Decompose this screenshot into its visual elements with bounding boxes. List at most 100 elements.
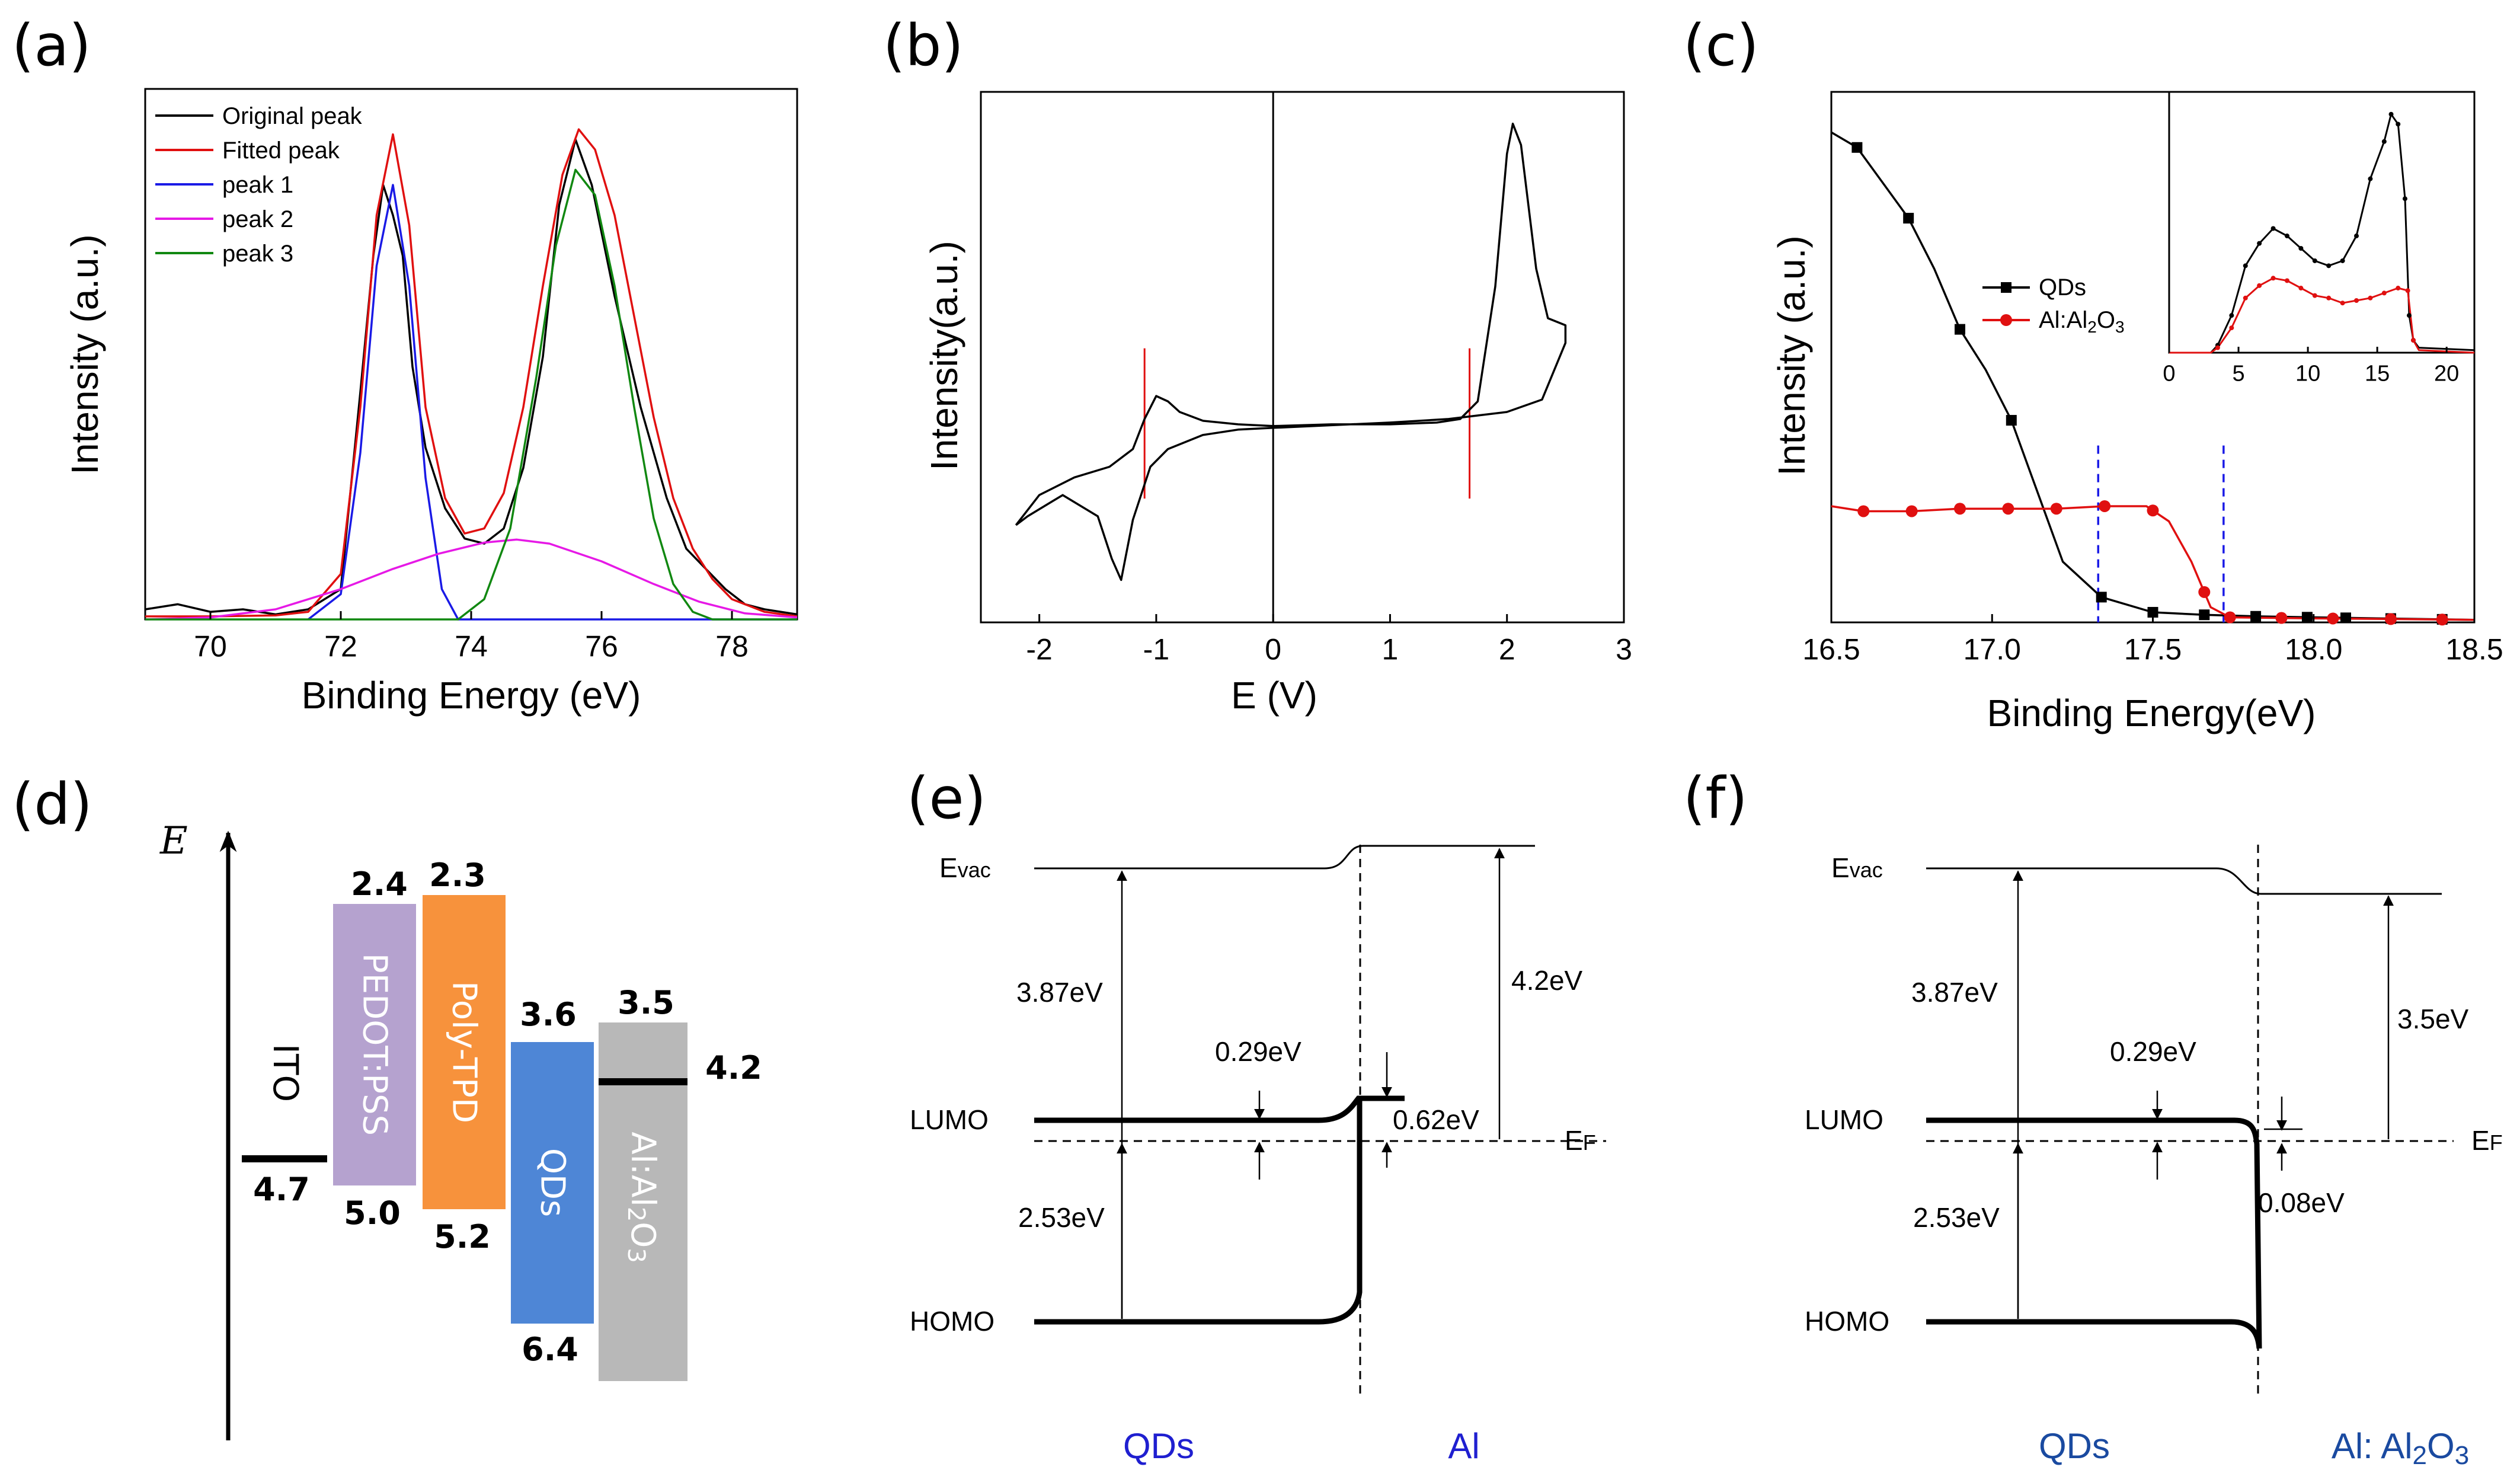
x-tick-label-4: 2: [1499, 633, 1515, 666]
marker-1-10: [2327, 612, 2339, 625]
x-tick-label-4: 20: [2434, 362, 2459, 386]
inset-marker-1-17: [2411, 338, 2416, 343]
ito-bottom-value: 4.7: [253, 1171, 310, 1208]
band-e-right-gap: 4.2eV: [1511, 965, 1583, 996]
inset-marker-1-6: [2270, 276, 2276, 281]
inset-marker-0-14: [2381, 139, 2387, 144]
inset-marker-1-8: [2298, 286, 2304, 291]
chart-b: -2 -1 0 1 2 3 E (V) Intensity(a.u.): [923, 91, 1632, 717]
inset-marker-1-16: [2405, 288, 2410, 293]
series-line-0: [2169, 113, 2475, 354]
marker-1-5: [2099, 500, 2111, 512]
series-line-1: [145, 128, 798, 618]
inset-marker-0-5: [2257, 241, 2262, 246]
inset-marker-0-17: [2402, 196, 2407, 202]
band-f-right-material: Al: Al2O3: [2332, 1426, 2469, 1470]
qds-label: QDs: [533, 1148, 572, 1217]
panel-label-d: (d): [12, 771, 92, 838]
pedot-pss-layer: [333, 904, 416, 1185]
legend-marker-1: [2000, 314, 2012, 326]
x-tick-label-2: 10: [2295, 362, 2320, 386]
x-tick-label-4: 78: [715, 630, 749, 663]
band-e-homo-line: [1034, 1100, 1363, 1325]
inset-marker-1-9: [2312, 293, 2317, 298]
chart-b-ticks: -2 -1 0 1 2 3: [1026, 614, 1632, 666]
band-e-gap-lumo: 0.29eV: [1215, 1036, 1301, 1067]
band-f-interface-gap: 0.08eV: [2258, 1187, 2345, 1218]
band-f-gap-homo: 2.53eV: [1913, 1202, 2000, 1233]
series-line-3: [145, 538, 798, 621]
band-e-homo-label: HOMO: [910, 1306, 994, 1337]
inset-marker-0-12: [2354, 234, 2359, 239]
chart-b-frame: [980, 91, 1625, 624]
chart-c-xlabel: Binding Energy(eV): [1987, 692, 2316, 734]
qds-top-value: 3.6: [520, 996, 577, 1033]
energy-axis-label: E: [159, 819, 188, 863]
inset-marker-0-8: [2298, 246, 2304, 251]
inset-frame: [2168, 91, 2476, 354]
marker-1-12: [2436, 613, 2448, 626]
chart-a-series: [145, 128, 798, 621]
band-f-gap-left: 3.87eV: [1911, 977, 1998, 1008]
band-e-gap-homo: 2.53eV: [1018, 1202, 1105, 1233]
chart-a-ticks: 70 72 74 76 78: [194, 611, 749, 663]
x-tick-label-1: -1: [1143, 633, 1169, 666]
inset-marker-0-15: [2388, 111, 2394, 117]
band-e-gap-left: 3.87eV: [1016, 977, 1103, 1008]
panel-label-f: (f): [1683, 765, 1748, 832]
marker-1-9: [2275, 612, 2288, 624]
inset-marker-0-18: [2406, 313, 2412, 318]
x-tick-label-4: 18.5: [2445, 633, 2503, 666]
inset-marker-0-13: [2368, 176, 2373, 181]
chart-b-xlabel: E (V): [1231, 674, 1317, 717]
marker-0-7: [2250, 611, 2262, 622]
inset-marker-0-7: [2284, 234, 2289, 239]
marker-0-9: [2340, 612, 2351, 624]
band-f-left-material: QDs: [2039, 1426, 2110, 1466]
band-f-evac-label: Evac: [1831, 852, 1883, 883]
x-tick-label-3: 18.0: [2285, 633, 2342, 666]
panel-label-c: (c): [1683, 12, 1759, 79]
poly-tpd-top-value: 2.3: [429, 857, 486, 894]
band-f-lumo-line: [1926, 1117, 2262, 1349]
x-tick-label-3: 76: [585, 630, 618, 663]
marker-1-0: [1857, 505, 1870, 517]
band-f-evac-line: [1926, 867, 2442, 895]
x-tick-label-2: 74: [455, 630, 488, 663]
chart-c-ticks: 16.5 17.0 17.5 18.0 18.5: [1802, 614, 2503, 666]
poly-tpd-bottom-value: 5.2: [434, 1218, 491, 1255]
band-f-homo-line: [1926, 1319, 2262, 1349]
x-tick-label-0: 16.5: [1802, 633, 1860, 666]
x-tick-label-3: 1: [1382, 633, 1399, 666]
series-line-4: [145, 168, 797, 621]
marker-1-6: [2147, 504, 2159, 517]
marker-1-1: [1905, 505, 1918, 517]
marker-1-2: [1954, 503, 1966, 515]
panel-label-e: (e): [907, 765, 986, 832]
inset-marker-1-3: [2229, 325, 2234, 331]
band-f-lumo-label: LUMO: [1805, 1104, 1883, 1135]
energy-level-diagram: E ITO 4.7 PEDOT:PSS 2.4 5.0 Poly-TPD 2.3…: [159, 819, 762, 1440]
marker-0-3: [2006, 415, 2017, 426]
x-tick-label-1: 5: [2232, 362, 2244, 386]
chart-c: 16.5 17.0 17.5 18.0 18.5 QDs Al:Al2O3 0 5 10 15 2…: [1770, 91, 2503, 734]
al-al2o3-top-value: 3.5: [618, 984, 674, 1021]
pedot-pss-label: PEDOT:PSS: [356, 953, 394, 1136]
inset-marker-1-14: [2381, 290, 2387, 296]
marker-0-4: [2096, 592, 2107, 603]
inset-marker-1-15: [2396, 286, 2401, 291]
band-f-right-gap: 3.5eV: [2397, 1004, 2469, 1034]
band-e-lumo-line: [1034, 1095, 1405, 1123]
chart-c-ylabel: Intensity (a.u.): [1770, 235, 1813, 476]
ito-label: ITO: [266, 1044, 306, 1102]
inset-marker-1-7: [2284, 278, 2289, 283]
legend-label-1: Fitted peak: [222, 138, 340, 164]
marker-1-11: [2384, 613, 2397, 625]
series-line-2: [307, 184, 797, 621]
band-diagram-e: Evac EF LUMO HOMO 3.87eV 2.53eV 0.29eV 0…: [910, 845, 1606, 1466]
inset-marker-1-12: [2354, 298, 2359, 303]
x-tick-label-5: 3: [1616, 633, 1632, 666]
band-e-left-material: QDs: [1123, 1426, 1194, 1466]
inset-marker-0-16: [2396, 122, 2401, 127]
